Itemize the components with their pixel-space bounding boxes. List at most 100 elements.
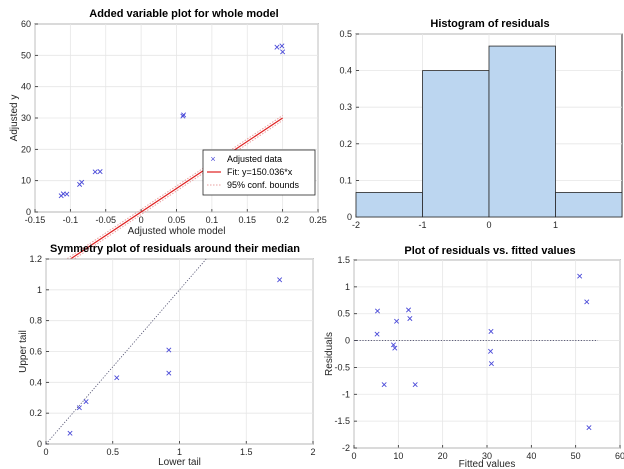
histogram-tick-labels: -2 -1 0 1 0 0.1 0.2 0.3 0.4 0.5 (339, 29, 558, 230)
added-variable-x-axis-label: Adjusted whole model (128, 226, 226, 237)
x-tick-label: 20 (438, 451, 448, 461)
symmetry-gridlines (45, 258, 314, 445)
y-tick-label: 0.5 (337, 309, 350, 319)
histogram-bar (555, 192, 623, 218)
x-tick-label: 40 (526, 451, 536, 461)
added-variable-plot: -0.15 -0.1 -0.05 0 0.05 0.1 0.15 0.2 0.25 0 10 20 30… (9, 8, 327, 269)
residual-data-point-stroke (586, 425, 592, 431)
x-tick-label: 1 (553, 220, 558, 230)
y-tick-label: 1 (37, 285, 42, 295)
symmetry-data-point (67, 430, 73, 436)
adjusted-data-point (280, 49, 286, 55)
x-tick-label: -2 (352, 220, 360, 230)
symmetry-x-axis-label: Lower tail (158, 457, 201, 468)
histogram-bar (355, 192, 423, 218)
symmetry-data-point-stroke (166, 347, 172, 353)
x-tick-label: 0.2 (276, 215, 289, 225)
x-tick-label: 0.25 (309, 215, 327, 225)
symmetry-data-point-stroke (83, 399, 89, 405)
symmetry-data-point-stroke (166, 370, 172, 376)
residual-data-point (390, 342, 396, 348)
y-tick-label: -1.5 (334, 416, 350, 426)
y-tick-label: 0.4 (29, 377, 42, 387)
symmetry-marks (45, 258, 283, 445)
x-tick-label: 0.1 (206, 215, 219, 225)
conf-bound-line (59, 120, 283, 269)
residual-data-point-stroke (392, 345, 398, 351)
adjusted-data-point (92, 169, 98, 175)
added-variable-marks (58, 43, 286, 269)
x-tick-label: 0 (486, 220, 491, 230)
residuals-vs-fitted-title: Plot of residuals vs. fitted values (404, 245, 575, 257)
symmetry-plot-title: Symmetry plot of residuals around their … (50, 243, 300, 255)
residuals-vs-fitted-x-axis-label: Fitted values (459, 459, 516, 469)
adjusted-data-point (274, 44, 280, 50)
symmetry-data-point (277, 277, 283, 283)
residual-data-point (406, 307, 412, 313)
residual-data-point-stroke (374, 308, 381, 314)
residuals-vs-fitted-gridlines (353, 259, 621, 449)
histogram-bars (355, 45, 623, 218)
x-tick-label: 0.5 (106, 447, 119, 457)
symmetry-data-point (166, 370, 172, 376)
residual-data-point-stroke (406, 307, 412, 313)
x-tick-label: 30 (482, 451, 492, 461)
residual-data-point (374, 331, 380, 337)
adjusted-data-point (79, 179, 85, 185)
x-tick-label: 0 (139, 215, 144, 225)
residual-data-point (392, 345, 398, 351)
y-tick-label: 0.3 (339, 102, 352, 112)
adjusted-data-point-stroke (181, 112, 187, 118)
symmetry-tick-labels: 0 0.5 1 1.5 2 0 0.2 0.4 0.6 0.8 1 1.2 (29, 254, 315, 457)
residual-data-point-stroke (412, 382, 418, 388)
adjusted-data-point-stroke (97, 169, 103, 175)
residuals-vs-fitted-y-axis-label: Residuals (324, 332, 335, 376)
histogram-bar (488, 45, 556, 218)
y-tick-label: 40 (21, 82, 31, 92)
y-tick-label: 20 (21, 144, 31, 154)
symmetry-data-point (166, 347, 172, 353)
residual-data-point (577, 273, 583, 279)
adjusted-data-point (279, 43, 285, 49)
y-tick-label: 0.8 (29, 316, 42, 326)
y-tick-label: 60 (21, 19, 31, 29)
residuals-vs-fitted-plot: 0 10 20 30 40 50 60 -2 -1.5 -1 -0.5 0 0.5 1 1.5 Plot o… (324, 245, 624, 469)
symmetry-data-point-stroke (114, 375, 120, 381)
y-tick-label: 0 (26, 207, 31, 217)
x-tick-label: -0.15 (25, 215, 46, 225)
y-tick-label: -2 (342, 443, 350, 453)
x-tick-label: -0.1 (63, 215, 79, 225)
residual-data-point (374, 308, 381, 314)
x-tick-label: 1.5 (240, 447, 253, 457)
y-tick-label: 30 (21, 113, 31, 123)
histogram-title: Histogram of residuals (430, 18, 549, 30)
adjusted-data-point-stroke (280, 49, 286, 55)
y-tick-label: 0 (347, 212, 352, 222)
x-tick-label: 10 (393, 451, 403, 461)
y-tick-label: 0.2 (339, 139, 352, 149)
x-tick-label: 50 (571, 451, 581, 461)
symmetry-y-axis-label: Upper tail (18, 330, 29, 373)
adjusted-data-point-stroke (92, 169, 98, 175)
adjusted-data-point (97, 169, 103, 175)
y-tick-label: 0.5 (339, 29, 352, 39)
histogram-bar (422, 70, 490, 218)
x-tick-label: 60 (615, 451, 624, 461)
residual-data-point-stroke (394, 318, 400, 324)
residual-data-point (381, 382, 387, 388)
adjusted-data-point-stroke (279, 43, 285, 49)
x-tick-label: 2 (310, 447, 315, 457)
residual-data-point-stroke (488, 328, 494, 334)
residuals-vs-fitted-marks (354, 273, 598, 431)
residual-data-point (412, 382, 418, 388)
adjusted-data-point-stroke (274, 44, 280, 50)
residual-data-point (488, 361, 494, 367)
residual-data-point (586, 425, 592, 431)
legend-label-conf-bounds: 95% conf. bounds (227, 180, 300, 190)
residuals-histogram: -2 -1 0 1 0 0.1 0.2 0.3 0.4 0.5 Histogram of resi… (339, 18, 623, 230)
adjusted-data-point (64, 191, 70, 197)
y-tick-label: -1 (342, 389, 350, 399)
added-variable-plot-title: Added variable plot for whole model (89, 8, 278, 20)
adjusted-data-point-stroke (64, 191, 70, 197)
